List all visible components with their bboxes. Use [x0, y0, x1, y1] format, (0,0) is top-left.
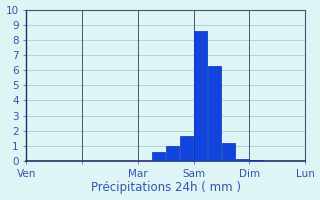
Bar — [152, 152, 165, 161]
Bar — [180, 136, 193, 161]
Bar — [236, 159, 249, 161]
Bar — [222, 143, 235, 161]
Bar — [194, 31, 207, 161]
Bar — [166, 146, 179, 161]
X-axis label: Précipitations 24h ( mm ): Précipitations 24h ( mm ) — [91, 181, 241, 194]
Bar — [208, 66, 221, 161]
Bar — [250, 160, 263, 161]
